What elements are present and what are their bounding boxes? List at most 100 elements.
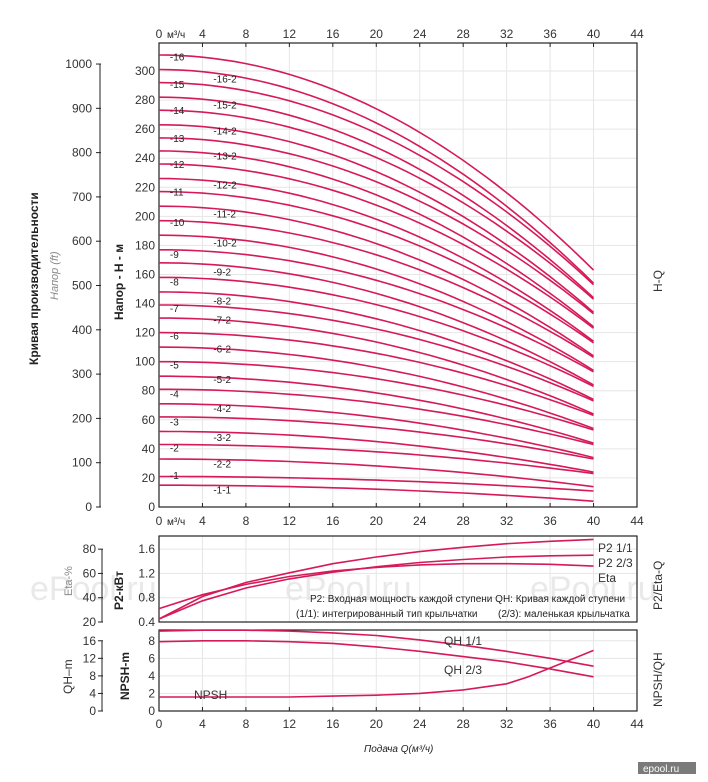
y-label-qh: QH–m: [61, 659, 75, 694]
note-line-1: P2: Входная мощность каждой ступени QH: …: [310, 594, 625, 605]
y-label-eta: Eta-%: [63, 566, 75, 596]
y-tick-m: 180: [135, 238, 155, 252]
curve--4: [159, 388, 594, 446]
x-tick-bottom: 40: [587, 717, 601, 731]
x-tick-mid: 40: [587, 514, 601, 528]
series-Eta: [158, 562, 594, 610]
panel-frame-2: [158, 535, 638, 623]
x-tick-bottom: 0: [156, 717, 163, 731]
curve--1-1: [159, 484, 594, 502]
curve-label: -7: [170, 304, 179, 315]
x-tick-mid: 8: [243, 514, 250, 528]
legend-eta: Eta: [598, 571, 616, 585]
curve--11: [158, 190, 594, 344]
y-label-npsh: NPSH-m: [118, 652, 132, 700]
curve--10-2: [158, 234, 594, 372]
x-tick-mid: 24: [413, 514, 427, 528]
curve--7-2: [159, 317, 594, 415]
curve--13: [158, 137, 595, 315]
curve--14-2: [158, 124, 595, 313]
x-tick-bottom: 28: [457, 717, 471, 731]
curve-label: -5: [170, 361, 179, 372]
y-tick-ft: 1000: [65, 57, 92, 71]
y-tick-qh: 4: [89, 686, 96, 700]
y-label-p2: P2-кВт: [112, 571, 126, 610]
x-tick-top: 24: [413, 27, 427, 41]
y-tick-m: 140: [135, 297, 155, 311]
y-tick-m: 280: [135, 93, 155, 107]
x-tick-mid: 44: [630, 514, 644, 528]
logo-text: epool.ru: [643, 764, 679, 775]
label-layer: -16 -16-2 -15 -15-2 -14 -14-2 -13 -13-2 -12 -12-2…: [170, 52, 237, 496]
x-tick-mid: 0: [156, 514, 163, 528]
y-tick-ft: 100: [72, 456, 92, 470]
curve-label: -8-2: [213, 297, 231, 308]
title-p2eta: P2/Eta-Q: [651, 561, 665, 610]
curve--7: [159, 304, 594, 402]
curve--16-2: [158, 68, 595, 284]
y-tick-eta: 80: [83, 542, 97, 556]
curve-label: -5-2: [213, 375, 231, 386]
x-tick-bottom: 8: [243, 717, 250, 731]
watermark-left: ePool.ru: [30, 570, 157, 608]
y-tick-m: 300: [135, 64, 155, 78]
curve--10: [158, 219, 594, 358]
y-tick-m: 260: [135, 122, 155, 136]
x-tick-mid: 16: [326, 514, 340, 528]
y-tick-npsh: 8: [148, 634, 155, 648]
curve--15: [158, 81, 595, 286]
curve-label: -4-2: [213, 404, 231, 415]
y-tick-m: 40: [142, 442, 156, 456]
x-tick-mid: 32: [500, 514, 514, 528]
curve-label: -4: [170, 390, 179, 401]
curve--5: [159, 360, 594, 431]
y-tick-qh: 12: [83, 651, 97, 665]
legend-p2-2-3: P2 2/3: [598, 556, 633, 570]
title-hq: H-Q: [651, 270, 665, 292]
curve--12-2: [158, 177, 594, 342]
curve--2: [159, 443, 594, 475]
y-tick-m: 220: [135, 180, 155, 194]
y-tick-m: 80: [142, 384, 156, 398]
panel-frame-1: [158, 42, 638, 508]
y-tick-npsh: 4: [148, 669, 155, 683]
curve--8: [159, 276, 594, 388]
logo-box: [638, 762, 696, 774]
curve--15-2: [158, 96, 595, 299]
x-tick-top: 28: [457, 27, 471, 41]
x-tick-top: 16: [326, 27, 340, 41]
curve-label: -8: [170, 278, 179, 289]
x-tick-mid: 36: [543, 514, 557, 528]
y-tick-ft: 400: [72, 323, 92, 337]
curve--2-2: [158, 458, 594, 488]
x-tick-top: 0: [156, 27, 163, 41]
label-npsh: NPSH: [194, 688, 227, 702]
y-tick-qh: 8: [89, 669, 96, 683]
y-tick-ft: 200: [72, 411, 92, 425]
curve-label: -9-2: [213, 268, 231, 279]
curve-label: -1: [170, 471, 179, 482]
x-tick-top: 4: [199, 27, 206, 41]
y-tick-npsh: 6: [148, 651, 155, 665]
y-tick-ft: 0: [85, 500, 92, 514]
x-tick-top: 12: [283, 27, 297, 41]
curve--4-2: [159, 403, 594, 459]
x-tick-top: 8: [243, 27, 250, 41]
curve-label: -1-1: [213, 486, 231, 497]
curve-label: -11: [170, 188, 184, 199]
panel-frame-3: [158, 629, 638, 712]
curve-label: -2-2: [213, 459, 231, 470]
x-tick-bottom: 32: [500, 717, 514, 731]
y-tick-npsh: 0: [148, 704, 155, 718]
curve--11-2: [158, 205, 594, 357]
y-tick-p2: 0.4: [138, 615, 155, 629]
curve-label: -6-2: [213, 345, 231, 356]
curve--16: [158, 54, 595, 271]
curve--3: [159, 416, 594, 460]
y-tick-m: 20: [142, 471, 156, 485]
curve--9: [159, 249, 594, 373]
label-qh-1-1: QH 1/1: [444, 634, 482, 648]
y-tick-eta: 60: [83, 566, 97, 580]
x-tick-bottom: 16: [326, 717, 340, 731]
